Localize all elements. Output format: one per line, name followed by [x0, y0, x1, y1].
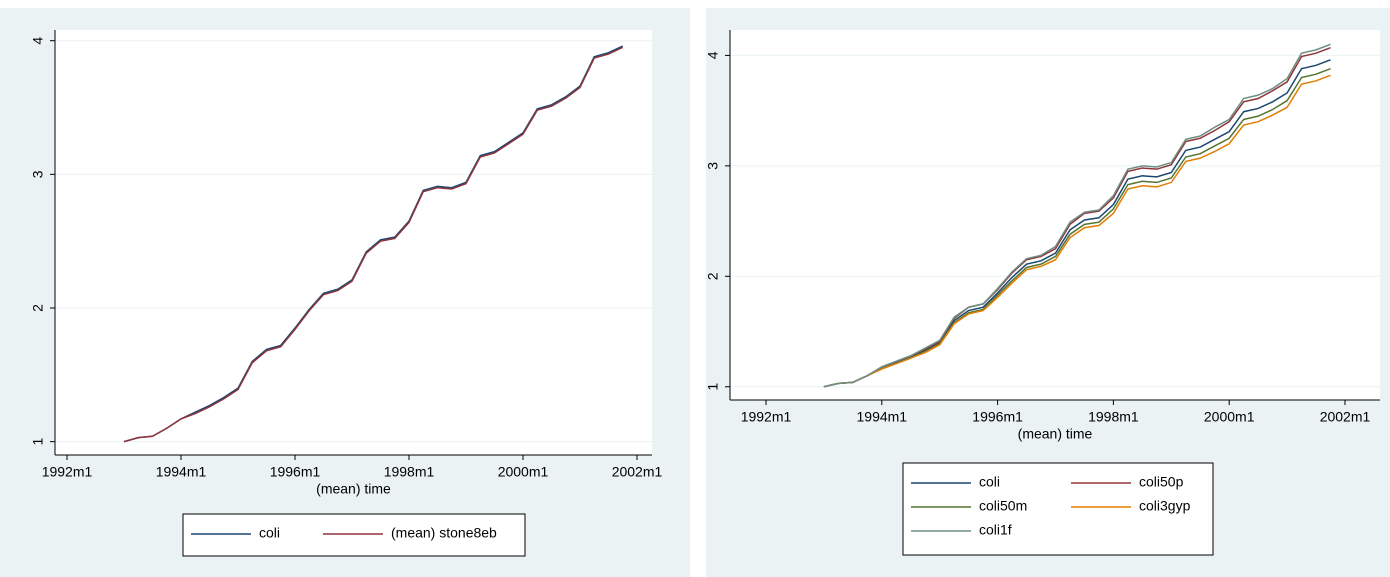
y-tick-label: 1	[30, 438, 46, 446]
series-line	[823, 74, 1331, 388]
legend-label: coli	[259, 525, 280, 541]
plot-area	[55, 30, 652, 455]
series-line	[823, 43, 1331, 388]
legend-box	[902, 462, 1214, 556]
legend-label: coli50p	[1139, 474, 1184, 490]
y-tick-label: 3	[705, 162, 721, 170]
x-tick-label: 1994m1	[156, 464, 207, 480]
x-axis-title: (mean) time	[1018, 426, 1093, 442]
x-tick-label: 2002m1	[612, 464, 663, 480]
x-tick-label: 2000m1	[1204, 409, 1255, 425]
y-tick-label: 4	[705, 51, 721, 59]
x-tick-label: 1998m1	[384, 464, 435, 480]
legend-label: coli1f	[979, 522, 1012, 538]
legend-box	[182, 513, 526, 557]
x-tick-label: 1998m1	[1088, 409, 1139, 425]
series-line	[123, 46, 624, 443]
y-tick-label: 2	[705, 272, 721, 280]
y-tick-label: 3	[30, 170, 46, 178]
legend-label: (mean) stone8eb	[391, 525, 497, 541]
x-tick-label: 1996m1	[972, 409, 1023, 425]
x-tick-label: 2000m1	[498, 464, 549, 480]
x-axis-title: (mean) time	[316, 481, 391, 497]
y-tick-label: 1	[705, 383, 721, 391]
x-tick-label: 1992m1	[42, 464, 93, 480]
x-tick-label: 2002m1	[1320, 409, 1371, 425]
x-tick-label: 1996m1	[270, 464, 321, 480]
x-tick-label: 1992m1	[741, 409, 792, 425]
y-tick-label: 4	[30, 37, 46, 45]
series-line	[123, 45, 624, 443]
x-tick-label: 1994m1	[857, 409, 908, 425]
legend-label: coli3gyp	[1139, 498, 1191, 514]
legend-label: coli	[979, 474, 1000, 490]
series-line	[823, 59, 1331, 388]
legend-label: coli50m	[979, 498, 1027, 514]
y-tick-label: 2	[30, 304, 46, 312]
